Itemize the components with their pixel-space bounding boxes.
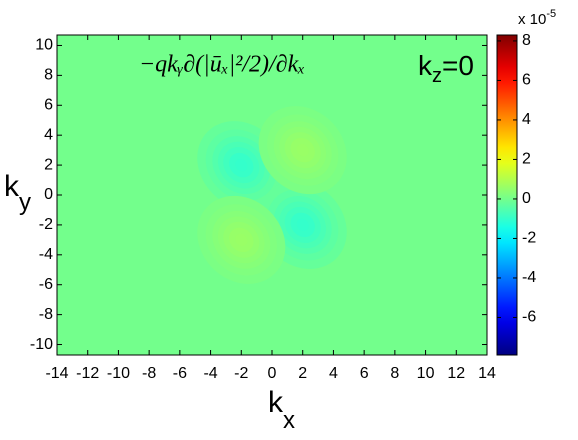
plot-area bbox=[57, 35, 487, 355]
colorbar-tick-label: 8 bbox=[522, 32, 531, 49]
x-tick-label: -12 bbox=[76, 365, 99, 382]
y-tick-label: 10 bbox=[35, 37, 53, 54]
x-axis-label: kx bbox=[268, 386, 295, 434]
contour-level bbox=[235, 233, 248, 246]
colorbar-tick-label: 6 bbox=[522, 72, 531, 89]
y-label-subscript: y bbox=[19, 189, 31, 216]
colorbar-tick-label: 2 bbox=[522, 151, 531, 168]
colorbar-scale-exponent: -5 bbox=[546, 8, 556, 20]
x-tick-label: -14 bbox=[45, 365, 68, 382]
x-tick-label: 6 bbox=[360, 365, 369, 382]
y-tick-label: -8 bbox=[39, 306, 53, 323]
y-tick-label: -6 bbox=[39, 276, 53, 293]
x-label-text: k bbox=[268, 386, 284, 419]
heatmap-peak bbox=[197, 195, 286, 284]
y-label-text: k bbox=[4, 170, 20, 203]
colorbar-tick-label: -2 bbox=[522, 230, 536, 247]
x-tick-label: -2 bbox=[234, 365, 248, 382]
y-tick-label: 4 bbox=[44, 126, 53, 143]
x-tick-label: 8 bbox=[390, 365, 399, 382]
annotation: kz=0 bbox=[418, 50, 474, 87]
x-tick-label: -8 bbox=[142, 365, 156, 382]
x-tick-label: 14 bbox=[478, 365, 496, 382]
x-tick-label: 12 bbox=[447, 365, 465, 382]
colorbar-tick-label: -6 bbox=[522, 309, 536, 326]
colorbar-scale-text: x 10 bbox=[518, 11, 546, 28]
x-tick-label: 0 bbox=[268, 365, 277, 382]
y-tick-label: -4 bbox=[39, 246, 53, 263]
x-tick-label: 10 bbox=[417, 365, 435, 382]
colorbar-tick-label: -4 bbox=[522, 269, 536, 286]
y-axis-label: ky bbox=[4, 170, 31, 216]
x-tick-label: -6 bbox=[173, 365, 187, 382]
colorbar-tick-label: 4 bbox=[522, 111, 531, 128]
contour-level bbox=[296, 144, 309, 157]
contour-level bbox=[235, 158, 248, 172]
heatmap-peak bbox=[258, 106, 347, 195]
colorbar-scale: x 10-5 bbox=[518, 8, 556, 28]
annotation-subscript: z bbox=[432, 65, 442, 87]
x-label-subscript: x bbox=[283, 407, 295, 434]
x-tick-label: 2 bbox=[298, 365, 307, 382]
annotation-suffix: =0 bbox=[442, 50, 474, 81]
colorbar bbox=[496, 34, 518, 356]
contour-level bbox=[296, 218, 309, 232]
y-tick-label: -10 bbox=[30, 336, 53, 353]
y-tick-label: 2 bbox=[44, 156, 53, 173]
chart-title: −qkᵧ∂(|ūₓ|²/2)/∂kₓ bbox=[139, 52, 305, 78]
x-tick-label: 4 bbox=[329, 365, 338, 382]
y-tick-label: 0 bbox=[44, 186, 53, 203]
y-tick-label: -2 bbox=[39, 216, 53, 233]
colorbar-tick-label: 0 bbox=[522, 190, 531, 207]
x-tick-label: -4 bbox=[203, 365, 217, 382]
y-tick-label: 6 bbox=[44, 96, 53, 113]
annotation-text: k bbox=[418, 50, 433, 81]
x-tick-label: -10 bbox=[107, 365, 130, 382]
y-tick-label: 8 bbox=[44, 67, 53, 84]
